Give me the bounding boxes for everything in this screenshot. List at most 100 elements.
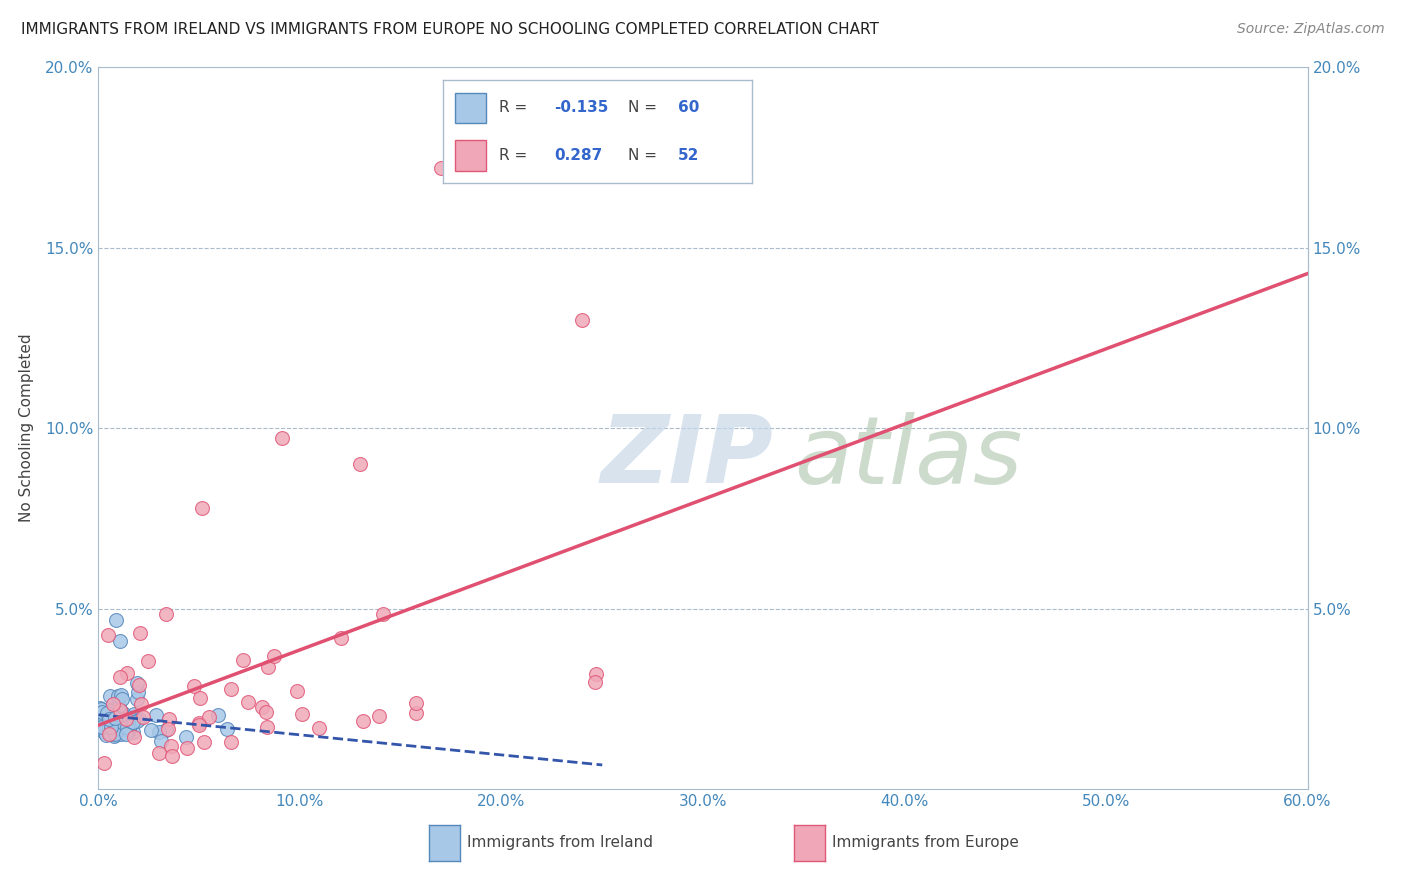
Point bbox=[285, 684, 308, 698]
Point bbox=[128, 712, 150, 726]
Point bbox=[127, 675, 149, 690]
Text: Source: ZipAtlas.com: Source: ZipAtlas.com bbox=[1237, 22, 1385, 37]
Point bbox=[96, 728, 118, 742]
Point bbox=[107, 690, 129, 704]
Text: Immigrants from Europe: Immigrants from Europe bbox=[832, 836, 1019, 850]
Point bbox=[104, 711, 127, 725]
Point bbox=[108, 721, 131, 735]
Point bbox=[405, 696, 427, 710]
Point bbox=[219, 735, 242, 749]
Bar bbox=[456, 140, 486, 170]
Point bbox=[115, 720, 138, 734]
Text: IMMIGRANTS FROM IRELAND VS IMMIGRANTS FROM EUROPE NO SCHOOLING COMPLETED CORRELA: IMMIGRANTS FROM IRELAND VS IMMIGRANTS FR… bbox=[21, 22, 879, 37]
Point bbox=[145, 707, 167, 722]
Point bbox=[352, 714, 374, 729]
Point bbox=[96, 707, 118, 722]
Point bbox=[98, 712, 121, 726]
Point bbox=[98, 727, 121, 741]
Point bbox=[96, 706, 118, 720]
Point bbox=[111, 706, 134, 720]
Point bbox=[93, 725, 115, 739]
Point bbox=[122, 725, 145, 739]
Point bbox=[97, 628, 120, 642]
Point bbox=[127, 685, 149, 699]
Point bbox=[157, 712, 180, 726]
Point bbox=[97, 710, 120, 724]
Point bbox=[115, 712, 138, 726]
Point bbox=[117, 715, 139, 730]
Point bbox=[101, 697, 124, 711]
Point bbox=[118, 723, 141, 737]
Point bbox=[183, 679, 205, 693]
Point bbox=[187, 716, 209, 731]
Point bbox=[291, 706, 314, 721]
Point bbox=[100, 720, 122, 734]
Point bbox=[98, 727, 121, 741]
Point bbox=[330, 632, 353, 646]
Point bbox=[104, 708, 127, 723]
Text: ZIP: ZIP bbox=[600, 411, 773, 503]
Point bbox=[108, 670, 131, 684]
Point bbox=[430, 161, 453, 175]
Text: N =: N = bbox=[628, 101, 662, 115]
Point bbox=[104, 728, 127, 742]
Point bbox=[157, 722, 180, 736]
Point bbox=[585, 667, 607, 681]
Point bbox=[98, 690, 121, 704]
Text: N =: N = bbox=[628, 148, 662, 162]
Point bbox=[93, 711, 115, 725]
Point bbox=[148, 747, 170, 761]
Text: -0.135: -0.135 bbox=[554, 101, 609, 115]
Point bbox=[583, 675, 606, 690]
Point bbox=[162, 749, 184, 764]
Point bbox=[263, 648, 285, 663]
Point bbox=[215, 723, 238, 737]
Point bbox=[190, 501, 212, 516]
Point bbox=[91, 720, 114, 734]
Point bbox=[131, 710, 153, 724]
Point bbox=[349, 458, 371, 472]
Point bbox=[148, 725, 170, 739]
Point bbox=[104, 726, 127, 740]
Point bbox=[117, 720, 139, 734]
Point bbox=[98, 704, 121, 718]
Point bbox=[104, 710, 127, 724]
Point bbox=[97, 721, 120, 735]
Point bbox=[155, 607, 177, 621]
Point bbox=[115, 726, 138, 740]
Point bbox=[160, 739, 183, 753]
Point bbox=[100, 727, 122, 741]
Point bbox=[103, 729, 125, 743]
Bar bbox=[456, 93, 486, 123]
Point bbox=[188, 717, 211, 731]
Point bbox=[129, 697, 152, 711]
Point bbox=[125, 691, 148, 706]
Point bbox=[122, 715, 145, 730]
Point bbox=[174, 730, 197, 744]
Point bbox=[231, 653, 253, 667]
Point bbox=[207, 707, 229, 722]
Point bbox=[136, 654, 159, 668]
Point bbox=[108, 698, 131, 713]
Point bbox=[103, 711, 125, 725]
Point bbox=[104, 613, 127, 627]
Point bbox=[155, 723, 177, 738]
Point bbox=[110, 703, 132, 717]
Text: 52: 52 bbox=[678, 148, 699, 162]
Text: R =: R = bbox=[499, 148, 531, 162]
Text: R =: R = bbox=[499, 101, 531, 115]
Text: 0.287: 0.287 bbox=[554, 148, 603, 162]
Point bbox=[124, 707, 146, 722]
Point bbox=[101, 720, 124, 734]
Point bbox=[128, 677, 150, 691]
Point bbox=[110, 689, 132, 703]
Text: 60: 60 bbox=[678, 101, 699, 115]
Y-axis label: No Schooling Completed: No Schooling Completed bbox=[20, 334, 34, 523]
Point bbox=[110, 705, 132, 719]
Point bbox=[405, 706, 427, 720]
Point bbox=[368, 709, 391, 723]
Point bbox=[108, 633, 131, 648]
Point bbox=[104, 726, 127, 740]
Point bbox=[141, 723, 163, 738]
Point bbox=[373, 607, 395, 621]
